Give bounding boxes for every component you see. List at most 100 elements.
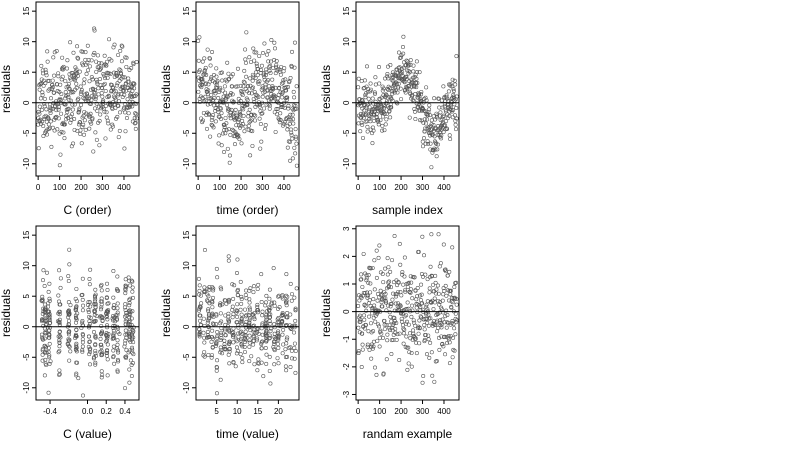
data-point: [409, 351, 414, 356]
data-point: [451, 335, 456, 340]
data-point: [280, 123, 285, 128]
data-point: [236, 334, 241, 339]
data-point: [421, 374, 426, 379]
data-point: [387, 310, 392, 315]
data-point: [40, 358, 45, 363]
data-point: [110, 124, 115, 129]
data-point: [406, 322, 411, 327]
data-point: [236, 96, 241, 101]
data-point: [43, 308, 48, 313]
data-point: [104, 63, 109, 68]
data-point: [47, 353, 52, 358]
data-point: [56, 105, 61, 110]
data-point: [197, 35, 202, 40]
data-point: [283, 364, 288, 369]
data-point: [426, 333, 431, 338]
data-point: [99, 296, 104, 301]
data-point: [48, 110, 53, 115]
x-tick-label: -0.4: [43, 407, 57, 416]
data-point: [38, 96, 43, 101]
data-point: [232, 283, 237, 288]
data-point: [437, 302, 442, 307]
data-point: [220, 302, 225, 307]
data-point: [94, 137, 99, 142]
data-point: [47, 317, 52, 322]
data-point: [129, 373, 134, 378]
data-point: [430, 150, 435, 155]
data-point: [378, 288, 383, 293]
data-point: [243, 47, 248, 52]
x-axis-title: time (value): [216, 427, 279, 441]
data-point: [60, 55, 65, 60]
data-point: [365, 342, 370, 347]
data-point: [395, 332, 400, 337]
data-point: [443, 283, 448, 288]
data-point: [255, 287, 260, 292]
data-point: [392, 90, 397, 95]
data-point: [387, 108, 392, 113]
data-point: [226, 254, 231, 259]
data-point: [412, 84, 417, 89]
data-point: [239, 317, 244, 322]
data-point: [360, 284, 365, 289]
data-point: [219, 287, 224, 292]
data-point: [404, 319, 409, 324]
data-point: [358, 129, 363, 134]
data-point: [282, 66, 287, 71]
y-tick-label: 0: [22, 100, 31, 105]
data-point: [409, 84, 414, 89]
data-point: [40, 92, 45, 97]
data-point: [426, 141, 431, 146]
data-point: [235, 348, 240, 353]
data-point: [62, 122, 67, 127]
data-point: [43, 81, 48, 86]
data-point: [422, 323, 427, 328]
data-point: [58, 335, 63, 340]
data-point: [91, 149, 96, 154]
data-point: [122, 92, 127, 97]
data-point: [110, 85, 115, 90]
data-point: [423, 332, 428, 337]
data-point: [206, 307, 211, 312]
data-point: [79, 102, 84, 107]
data-point: [280, 293, 285, 298]
data-point: [55, 127, 60, 132]
data-point: [199, 116, 204, 121]
data-point: [78, 132, 83, 137]
data-point: [380, 335, 385, 340]
data-point: [74, 306, 79, 311]
data-point: [268, 329, 273, 334]
data-point: [371, 118, 376, 123]
data-point: [67, 86, 72, 91]
data-point: [208, 101, 213, 106]
data-point: [440, 298, 445, 303]
data-point: [206, 88, 211, 93]
data-point: [127, 297, 132, 302]
data-point: [450, 95, 455, 100]
data-point: [57, 309, 62, 314]
data-point: [241, 79, 246, 84]
data-point: [405, 367, 410, 372]
y-tick-label: -5: [182, 129, 191, 137]
data-point: [368, 81, 373, 86]
data-point: [124, 356, 129, 361]
data-point: [231, 312, 236, 317]
data-point: [94, 101, 99, 106]
data-point: [424, 302, 429, 307]
data-point: [41, 124, 46, 129]
data-point: [388, 63, 393, 68]
data-point: [207, 96, 212, 101]
data-point: [232, 142, 237, 147]
data-point: [411, 328, 416, 333]
data-point: [87, 79, 92, 84]
data-point: [366, 89, 371, 94]
data-point: [377, 243, 382, 248]
data-point: [247, 55, 252, 60]
data-point: [113, 97, 118, 102]
data-point: [123, 308, 128, 313]
data-point: [294, 136, 299, 141]
data-point: [233, 107, 238, 112]
data-point: [197, 283, 202, 288]
data-point: [447, 133, 452, 138]
data-point: [57, 368, 62, 373]
